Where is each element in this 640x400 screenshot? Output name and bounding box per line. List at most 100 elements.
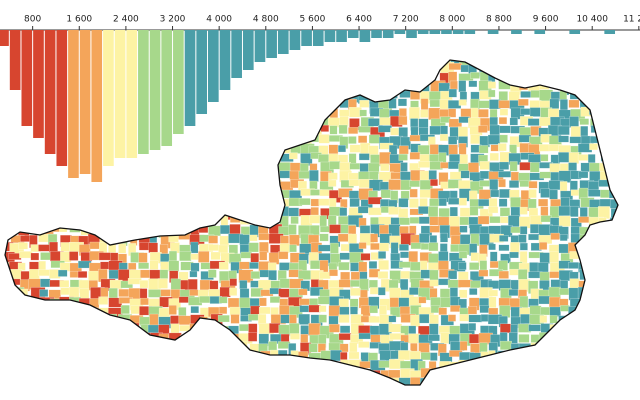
municipality bbox=[479, 180, 491, 187]
municipality bbox=[167, 154, 182, 165]
municipality bbox=[198, 116, 209, 130]
municipality bbox=[209, 143, 220, 153]
municipality bbox=[69, 369, 82, 379]
municipality bbox=[478, 109, 489, 118]
municipality bbox=[19, 297, 33, 307]
municipality bbox=[259, 144, 270, 157]
municipality bbox=[237, 379, 250, 385]
municipality bbox=[379, 151, 391, 166]
municipality bbox=[570, 349, 580, 362]
histogram-bar bbox=[9, 30, 21, 90]
municipality bbox=[579, 242, 594, 250]
municipality bbox=[477, 215, 490, 225]
municipality bbox=[398, 261, 412, 268]
municipality bbox=[239, 208, 255, 215]
municipality bbox=[498, 171, 512, 178]
municipality bbox=[599, 342, 608, 351]
municipality bbox=[229, 367, 238, 381]
municipality bbox=[599, 233, 611, 242]
municipality bbox=[600, 324, 613, 333]
municipality bbox=[18, 145, 26, 155]
municipality bbox=[5, 280, 13, 292]
municipality bbox=[478, 198, 490, 207]
municipality bbox=[268, 368, 278, 376]
municipality bbox=[19, 388, 27, 400]
municipality bbox=[9, 180, 19, 194]
municipality bbox=[408, 73, 418, 83]
municipality bbox=[409, 350, 421, 361]
municipality bbox=[299, 116, 309, 128]
municipality bbox=[479, 161, 491, 170]
municipality bbox=[308, 72, 324, 80]
municipality bbox=[528, 136, 543, 146]
municipality bbox=[489, 378, 499, 385]
municipality bbox=[600, 60, 616, 64]
municipality bbox=[289, 244, 297, 253]
municipality bbox=[218, 261, 229, 270]
municipality bbox=[179, 342, 190, 353]
municipality bbox=[257, 73, 269, 86]
municipality bbox=[9, 163, 25, 171]
municipality bbox=[338, 261, 350, 271]
municipality bbox=[169, 181, 182, 191]
municipality bbox=[478, 125, 488, 133]
municipality bbox=[508, 60, 524, 68]
municipality bbox=[358, 242, 367, 249]
municipality bbox=[120, 206, 133, 216]
municipality bbox=[208, 126, 221, 137]
municipality bbox=[138, 342, 149, 354]
municipality bbox=[580, 358, 595, 372]
municipality bbox=[559, 349, 575, 362]
municipality bbox=[578, 376, 592, 385]
municipality bbox=[328, 179, 337, 187]
municipality bbox=[50, 171, 65, 183]
municipality bbox=[129, 359, 139, 369]
municipality bbox=[568, 322, 580, 336]
municipality bbox=[290, 388, 301, 397]
municipality bbox=[210, 351, 223, 361]
municipality bbox=[520, 73, 535, 85]
municipality bbox=[398, 297, 411, 308]
municipality bbox=[340, 198, 348, 208]
municipality bbox=[68, 179, 83, 190]
municipality bbox=[388, 323, 403, 333]
municipality bbox=[498, 377, 513, 385]
municipality bbox=[167, 359, 183, 371]
municipality bbox=[399, 71, 413, 83]
municipality bbox=[488, 296, 497, 308]
municipality bbox=[20, 379, 34, 385]
municipality bbox=[247, 332, 258, 342]
municipality bbox=[398, 217, 410, 226]
municipality bbox=[200, 389, 209, 398]
municipality bbox=[220, 196, 232, 207]
municipality bbox=[160, 289, 171, 297]
municipality bbox=[69, 351, 83, 361]
histogram-bar bbox=[91, 30, 103, 182]
municipality bbox=[5, 369, 9, 382]
municipality bbox=[260, 198, 271, 211]
municipality bbox=[229, 333, 241, 347]
municipality bbox=[8, 332, 21, 344]
municipality bbox=[20, 163, 36, 176]
municipality bbox=[418, 296, 427, 304]
municipality bbox=[260, 98, 275, 107]
municipality bbox=[610, 333, 618, 345]
municipality bbox=[510, 279, 519, 291]
municipality bbox=[150, 377, 162, 385]
municipality bbox=[60, 351, 72, 363]
municipality bbox=[619, 117, 631, 124]
municipality bbox=[458, 262, 467, 270]
municipality bbox=[199, 207, 215, 220]
municipality bbox=[128, 370, 139, 382]
histogram-bar bbox=[534, 30, 546, 34]
municipality bbox=[329, 98, 340, 107]
municipality bbox=[30, 143, 43, 156]
municipality bbox=[221, 387, 229, 395]
municipality bbox=[378, 389, 392, 400]
municipality bbox=[608, 297, 617, 305]
municipality bbox=[140, 207, 149, 219]
municipality bbox=[28, 215, 38, 225]
municipality bbox=[88, 208, 103, 220]
histogram-bar bbox=[0, 30, 9, 46]
municipality bbox=[409, 198, 419, 208]
